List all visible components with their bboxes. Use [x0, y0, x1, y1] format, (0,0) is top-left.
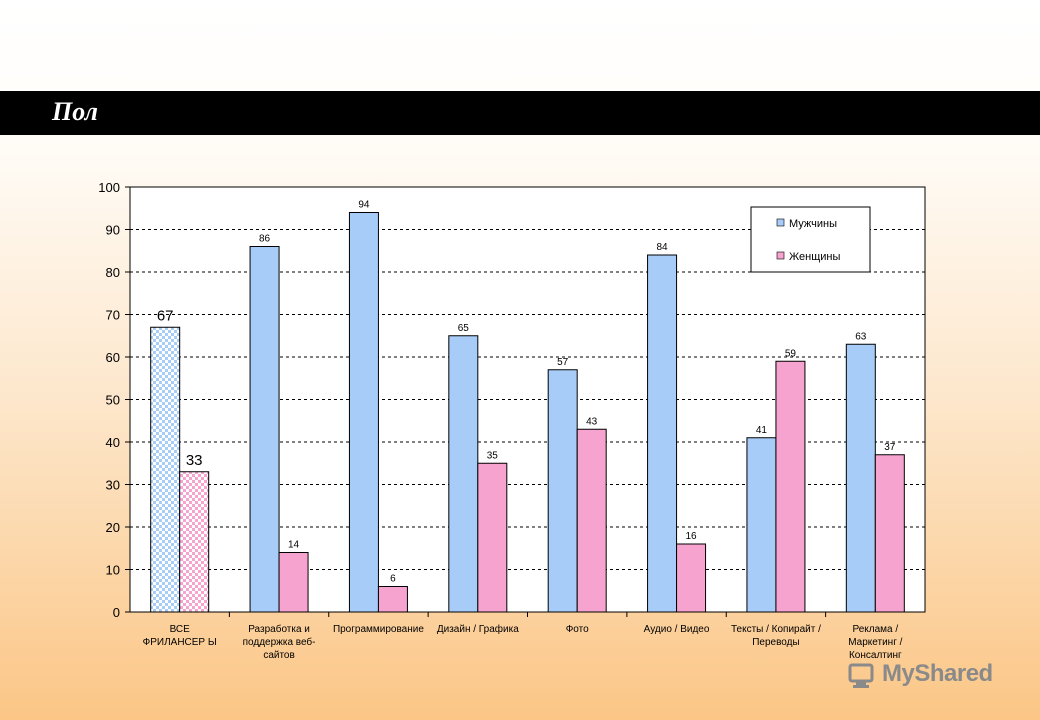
watermark-text: MyShared: [882, 660, 993, 687]
bar-men: [746, 437, 777, 613]
bar-women: [477, 462, 508, 613]
slide-title: Пол: [52, 97, 98, 126]
bar-men: [547, 369, 578, 613]
y-tick-label: 90: [106, 223, 120, 238]
y-tick-label: 60: [106, 350, 120, 365]
legend-label-men: Мужчины: [789, 218, 837, 230]
x-tick-label: Тексты / Копирайт /: [731, 624, 821, 635]
bar-men: [249, 246, 280, 613]
x-tick-label: Фото: [566, 624, 589, 635]
y-tick-label: 0: [113, 605, 120, 620]
bar-women: [179, 471, 210, 613]
y-tick-label: 20: [106, 520, 120, 535]
x-tick-label: Разработка и: [248, 623, 310, 635]
data-label: 59: [785, 348, 797, 359]
data-label: 84: [657, 242, 669, 253]
legend-swatch-women: [776, 251, 785, 260]
x-tick-label: ФРИЛАНСЕР Ы: [143, 637, 217, 648]
x-tick-label: сайтов: [263, 650, 295, 661]
bar-men: [845, 343, 876, 613]
bar-men: [647, 254, 678, 613]
data-label: 35: [487, 450, 499, 461]
bar-women: [576, 428, 607, 613]
y-tick-label: 50: [106, 393, 120, 408]
data-label: 37: [884, 442, 896, 453]
bar-men: [150, 326, 181, 613]
x-tick-label: Консалтинг: [849, 650, 902, 661]
myshared-logo-icon: [848, 663, 874, 688]
slide-title-bar: Пол: [0, 91, 1040, 135]
bar-women: [874, 454, 905, 613]
legend-label-women: Женщины: [789, 251, 840, 263]
y-tick-label: 10: [106, 563, 120, 578]
x-tick-label: Программирование: [333, 624, 424, 635]
data-label: 67: [157, 307, 174, 324]
data-label: 43: [586, 416, 598, 427]
data-label: 57: [557, 357, 569, 368]
bar-women: [377, 586, 408, 613]
x-tick-label: Маркетинг /: [848, 637, 902, 648]
data-label: 65: [458, 323, 470, 334]
data-label: 16: [686, 531, 698, 542]
data-label: 14: [288, 540, 300, 551]
y-tick-label: 70: [106, 308, 120, 323]
data-label: 41: [756, 425, 768, 436]
data-label: 86: [259, 234, 271, 245]
x-tick-label: Дизайн / Графика: [437, 623, 519, 635]
watermark: MyShared: [846, 656, 993, 692]
data-label: 63: [855, 331, 867, 342]
bar-women: [278, 552, 309, 613]
bar-women: [775, 360, 806, 613]
data-label: 6: [390, 574, 396, 585]
bar-women: [676, 543, 707, 613]
y-tick-label: 40: [106, 435, 120, 450]
x-tick-label: Переводы: [752, 637, 799, 648]
data-label: 33: [186, 452, 203, 469]
legend-swatch-men: [776, 218, 785, 227]
y-tick-label: 80: [106, 265, 120, 280]
y-tick-label: 30: [106, 478, 120, 493]
x-tick-label: Аудио / Видео: [644, 624, 710, 635]
x-tick-label: поддержка веб-: [243, 636, 316, 648]
bar-men: [448, 335, 479, 613]
x-tick-label: ВСЕ: [170, 624, 191, 635]
legend-box: [750, 206, 871, 273]
y-tick-label: 100: [98, 180, 120, 195]
data-label: 94: [358, 200, 370, 211]
bar-men: [348, 212, 379, 613]
x-tick-label: Реклама /: [852, 624, 898, 635]
